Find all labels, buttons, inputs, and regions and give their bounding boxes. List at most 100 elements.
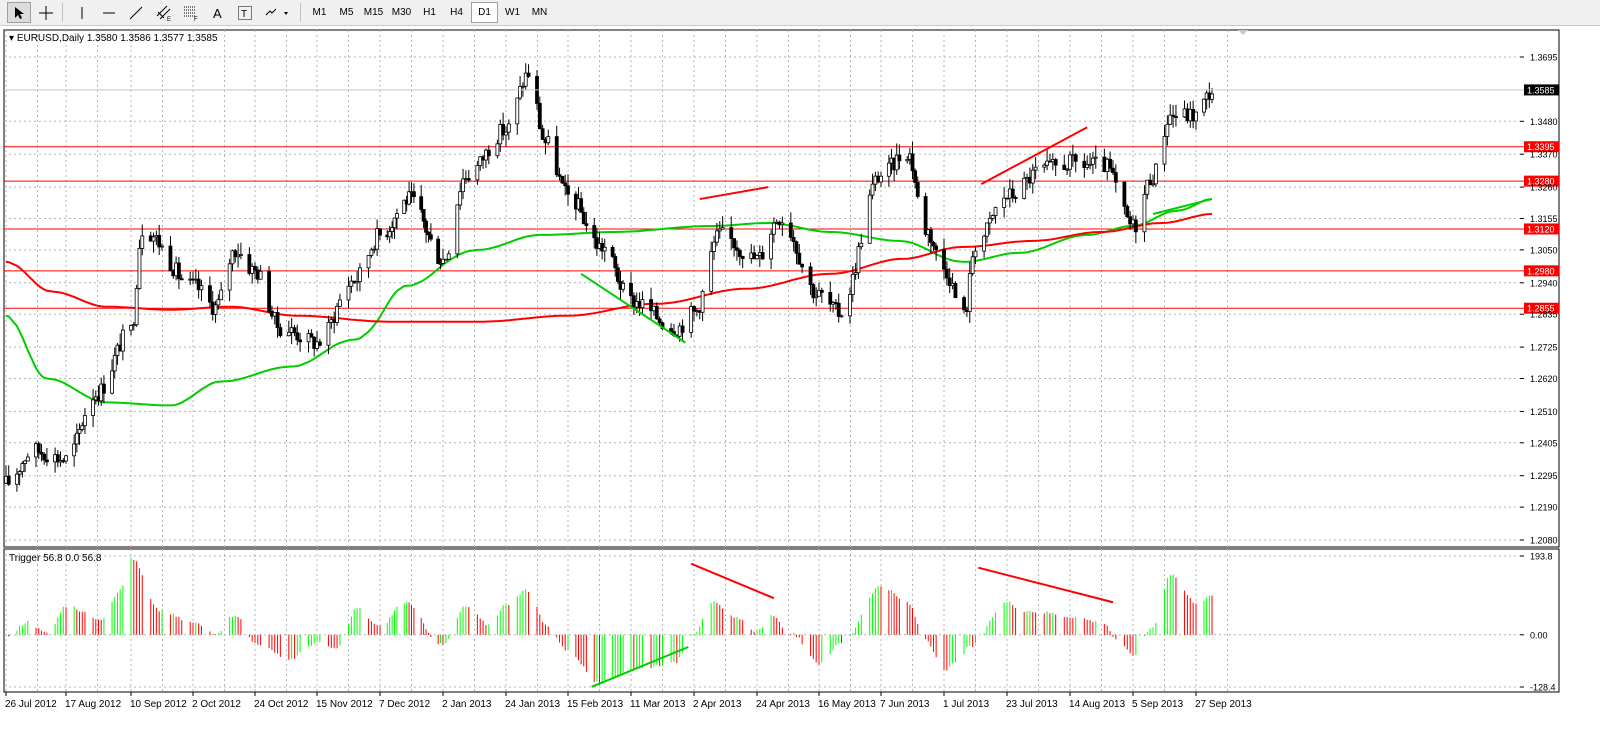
candle-body — [800, 263, 804, 268]
arrows-tool-button[interactable] — [261, 2, 293, 23]
timeframe-button-M5[interactable]: M5 — [339, 7, 354, 18]
candle-body — [151, 236, 156, 242]
candle-body — [814, 295, 819, 299]
channel-icon: E — [156, 5, 171, 22]
moving-averages — [5, 198, 1213, 407]
text-label-tool-button[interactable]: T — [233, 2, 257, 23]
level-price-label: 1.2855 — [1527, 304, 1555, 314]
current-price-tag: 1.3585 — [4, 84, 1559, 95]
candle-body — [1202, 98, 1206, 113]
time-tick-label: 15 Feb 2013 — [567, 699, 624, 710]
candle-body — [515, 97, 520, 125]
trigger-indicator-pane[interactable]: 193.8 0.00 -128.4 Trigger 56.8 0.0 56.8 — [3, 548, 1560, 693]
candle-body — [501, 124, 506, 136]
candle-body — [735, 247, 739, 251]
candle-body — [990, 215, 995, 219]
candle-body — [1142, 193, 1147, 233]
time-tick-label: 15 Nov 2012 — [316, 699, 373, 710]
candle-body — [836, 302, 841, 317]
price-trendline[interactable] — [1152, 198, 1213, 215]
candle-body — [504, 131, 508, 136]
timeframe-button-M30[interactable]: M30 — [391, 7, 412, 18]
candle-body — [629, 282, 633, 297]
candle-body — [208, 285, 212, 303]
candle-body — [1010, 188, 1015, 198]
candle-body — [970, 256, 975, 274]
candle-body — [760, 252, 765, 260]
vertical-line-icon — [81, 6, 83, 19]
candle-body — [1151, 183, 1155, 186]
legend-collapse-icon[interactable]: ▾ — [9, 33, 17, 44]
timeframe-button-MN[interactable]: MN — [531, 7, 548, 18]
candle-body — [199, 285, 204, 291]
horizontal-line-tool-button[interactable] — [97, 2, 121, 23]
fibonacci-icon: F — [184, 6, 198, 22]
price-trendline[interactable] — [699, 186, 769, 201]
candlesticks — [4, 63, 1214, 492]
candle-body — [179, 278, 184, 281]
candle-body — [134, 288, 139, 326]
timeframe-button-M15[interactable]: M15 — [363, 7, 384, 18]
candle-body — [579, 198, 584, 213]
text-tool-button[interactable]: A — [206, 2, 230, 23]
time-tick-label: 11 Mar 2013 — [630, 699, 686, 710]
price-trendlines[interactable] — [580, 126, 1213, 344]
candle-body — [390, 227, 395, 232]
candle-body — [928, 229, 933, 243]
timeframe-button-D1[interactable]: D1 — [471, 2, 498, 23]
candle-body — [461, 178, 465, 193]
price-trendline[interactable] — [580, 272, 686, 344]
candle-body — [112, 355, 117, 372]
candle-body — [335, 305, 339, 323]
candle-body — [1073, 154, 1078, 162]
vertical-line-tool-button[interactable] — [70, 2, 94, 23]
candle-body — [129, 324, 133, 331]
indicator-trendline[interactable] — [591, 646, 689, 688]
candle-body — [1165, 123, 1170, 137]
candle-body — [772, 222, 776, 235]
crosshair-tool-button[interactable] — [34, 2, 58, 23]
candle-body — [458, 191, 463, 206]
text-label-icon: T — [238, 5, 252, 20]
indicator-trendlines[interactable] — [591, 562, 1114, 688]
indicator-trendline[interactable] — [978, 566, 1114, 604]
candle-body — [910, 153, 915, 172]
candle-body — [15, 473, 19, 485]
candle-body — [80, 425, 85, 430]
candle-body — [740, 256, 745, 260]
candle-body — [649, 299, 653, 312]
price-trendline[interactable] — [980, 126, 1088, 185]
cursor-tool-button[interactable] — [7, 2, 31, 23]
candle-body — [848, 294, 852, 317]
candle-body — [953, 282, 958, 299]
candle-body — [615, 267, 620, 282]
indicator-trendline[interactable] — [690, 562, 775, 600]
candle-body — [1210, 93, 1214, 100]
candle-body — [944, 268, 949, 279]
candle-body — [557, 174, 562, 177]
level-price-tag — [1524, 223, 1559, 235]
timeframe-button-H1[interactable]: H1 — [423, 7, 436, 18]
candle-body — [1030, 169, 1035, 184]
timeframe-button-H4[interactable]: H4 — [450, 7, 463, 18]
time-tick-label: 27 Sep 2013 — [1195, 699, 1252, 710]
candle-body — [942, 249, 946, 270]
equidistant-channel-tool-button[interactable]: E — [152, 2, 176, 23]
fibonacci-tool-button[interactable]: F — [179, 2, 203, 23]
current-price-box — [1524, 84, 1559, 96]
indicator-pane-frame — [3, 548, 1560, 693]
candle-body — [346, 285, 351, 301]
candle-body — [239, 254, 243, 256]
chart-shift-marker[interactable] — [1238, 30, 1248, 35]
timeframe-button-M1[interactable]: M1 — [312, 7, 327, 18]
candle-body — [817, 289, 821, 297]
price-tick-label: 1.3695 — [1530, 53, 1558, 63]
timeframe-button-W1[interactable]: W1 — [505, 7, 520, 18]
candle-body — [560, 175, 565, 184]
price-tick-label: 1.3155 — [1530, 214, 1558, 224]
trendline-tool-button[interactable] — [124, 2, 148, 23]
indicator-tick-label: 193.8 — [1530, 552, 1553, 562]
price-tick-label: 1.3260 — [1530, 183, 1558, 193]
